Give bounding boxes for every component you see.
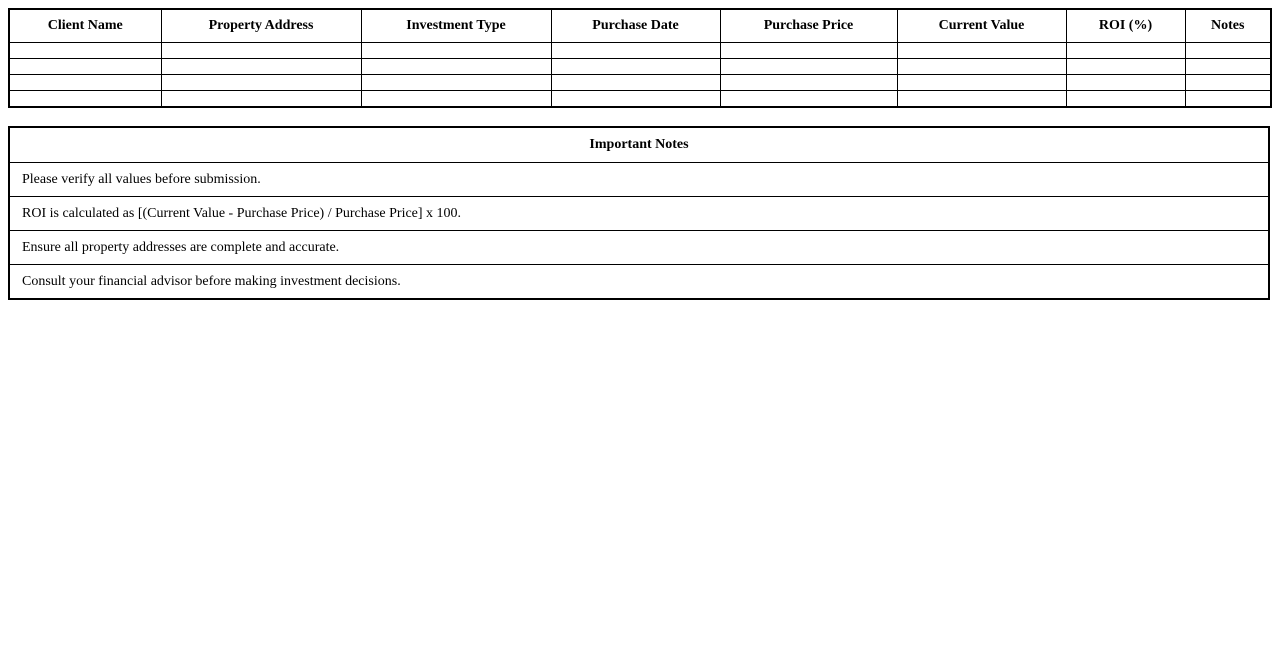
note-text: Ensure all property addresses are comple… — [8, 230, 1270, 265]
column-header-investment-type: Investment Type — [360, 8, 552, 43]
column-header-notes: Notes — [1184, 8, 1272, 43]
empty-cell — [8, 90, 162, 108]
empty-data-row — [8, 58, 1272, 75]
column-header-client-name: Client Name — [8, 8, 162, 43]
column-header-roi: ROI (%) — [1065, 8, 1186, 43]
column-header-property-address: Property Address — [160, 8, 362, 43]
empty-cell — [360, 90, 552, 108]
empty-cell — [1065, 42, 1186, 59]
empty-cell — [360, 74, 552, 91]
empty-cell — [360, 58, 552, 75]
investment-table-header-row: Client Name Property Address Investment … — [8, 8, 1272, 43]
empty-cell — [550, 74, 721, 91]
empty-cell — [1184, 90, 1272, 108]
empty-cell — [1184, 58, 1272, 75]
important-notes-table: Important Notes Please verify all values… — [8, 126, 1270, 300]
empty-cell — [1065, 90, 1186, 108]
note-text: Please verify all values before submissi… — [8, 162, 1270, 197]
empty-cell — [719, 74, 898, 91]
note-row: Consult your financial advisor before ma… — [8, 264, 1270, 300]
empty-cell — [1065, 58, 1186, 75]
empty-cell — [896, 74, 1067, 91]
empty-cell — [550, 58, 721, 75]
empty-cell — [719, 58, 898, 75]
notes-table-header-row: Important Notes — [8, 126, 1270, 163]
empty-cell — [719, 90, 898, 108]
column-header-purchase-date: Purchase Date — [550, 8, 721, 43]
empty-cell — [8, 74, 162, 91]
empty-cell — [719, 42, 898, 59]
empty-cell — [8, 58, 162, 75]
note-row: Please verify all values before submissi… — [8, 162, 1270, 197]
empty-cell — [160, 90, 362, 108]
empty-cell — [1065, 74, 1186, 91]
empty-data-row — [8, 74, 1272, 91]
investment-table: Client Name Property Address Investment … — [8, 8, 1272, 108]
empty-cell — [550, 90, 721, 108]
investment-table-body — [8, 42, 1272, 108]
notes-table-body: Please verify all values before submissi… — [8, 162, 1270, 300]
note-row: ROI is calculated as [(Current Value - P… — [8, 196, 1270, 231]
document-page: Client Name Property Address Investment … — [0, 0, 1278, 308]
note-text: Consult your financial advisor before ma… — [8, 264, 1270, 300]
empty-cell — [160, 74, 362, 91]
notes-table-title: Important Notes — [8, 126, 1270, 163]
column-header-current-value: Current Value — [896, 8, 1067, 43]
column-header-purchase-price: Purchase Price — [719, 8, 898, 43]
empty-cell — [550, 42, 721, 59]
empty-cell — [896, 42, 1067, 59]
note-text: ROI is calculated as [(Current Value - P… — [8, 196, 1270, 231]
empty-data-row — [8, 42, 1272, 59]
empty-cell — [360, 42, 552, 59]
empty-cell — [1184, 42, 1272, 59]
empty-cell — [8, 42, 162, 59]
empty-cell — [896, 90, 1067, 108]
note-row: Ensure all property addresses are comple… — [8, 230, 1270, 265]
empty-data-row — [8, 90, 1272, 108]
empty-cell — [1184, 74, 1272, 91]
empty-cell — [896, 58, 1067, 75]
empty-cell — [160, 58, 362, 75]
empty-cell — [160, 42, 362, 59]
